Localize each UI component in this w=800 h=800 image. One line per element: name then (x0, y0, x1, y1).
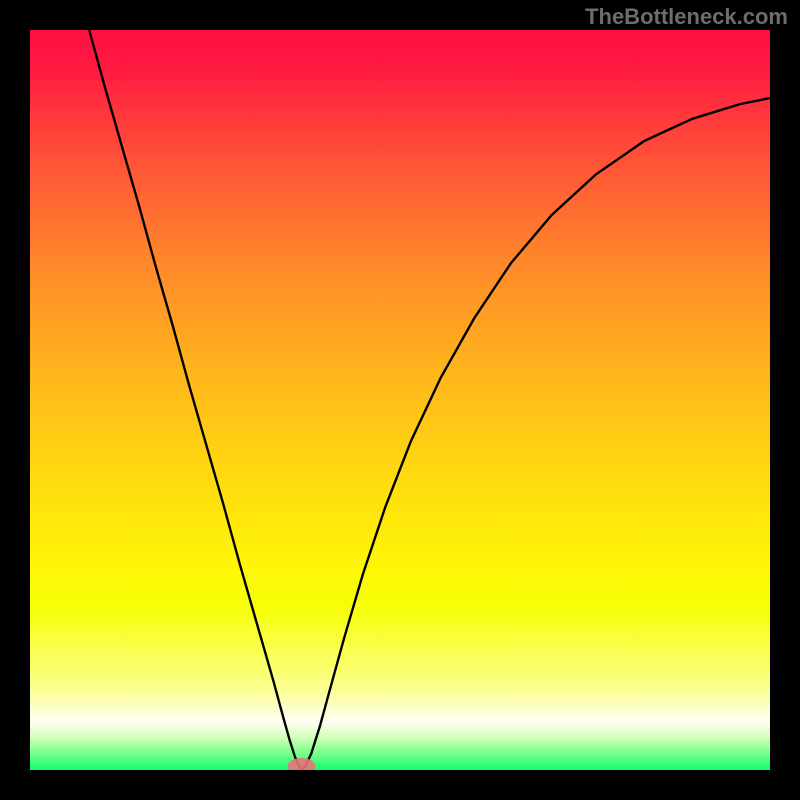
plot-area (30, 30, 770, 770)
chart-container: TheBottleneck.com (0, 0, 800, 800)
plot-svg (30, 30, 770, 770)
watermark-text: TheBottleneck.com (585, 4, 788, 30)
gradient-background (30, 30, 770, 770)
